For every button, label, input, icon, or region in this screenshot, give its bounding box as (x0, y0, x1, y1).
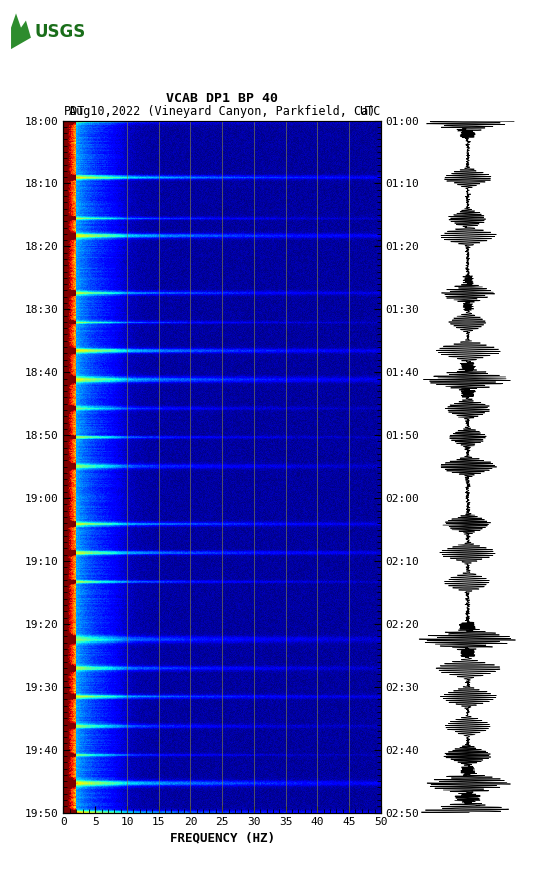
Text: Aug10,2022 (Vineyard Canyon, Parkfield, Ca): Aug10,2022 (Vineyard Canyon, Parkfield, … (69, 104, 375, 118)
Text: UTC: UTC (359, 104, 381, 118)
Text: VCAB DP1 BP 40: VCAB DP1 BP 40 (166, 92, 278, 105)
Text: USGS: USGS (35, 23, 86, 41)
PathPatch shape (11, 13, 31, 49)
X-axis label: FREQUENCY (HZ): FREQUENCY (HZ) (169, 831, 275, 845)
Text: PDT: PDT (63, 104, 85, 118)
